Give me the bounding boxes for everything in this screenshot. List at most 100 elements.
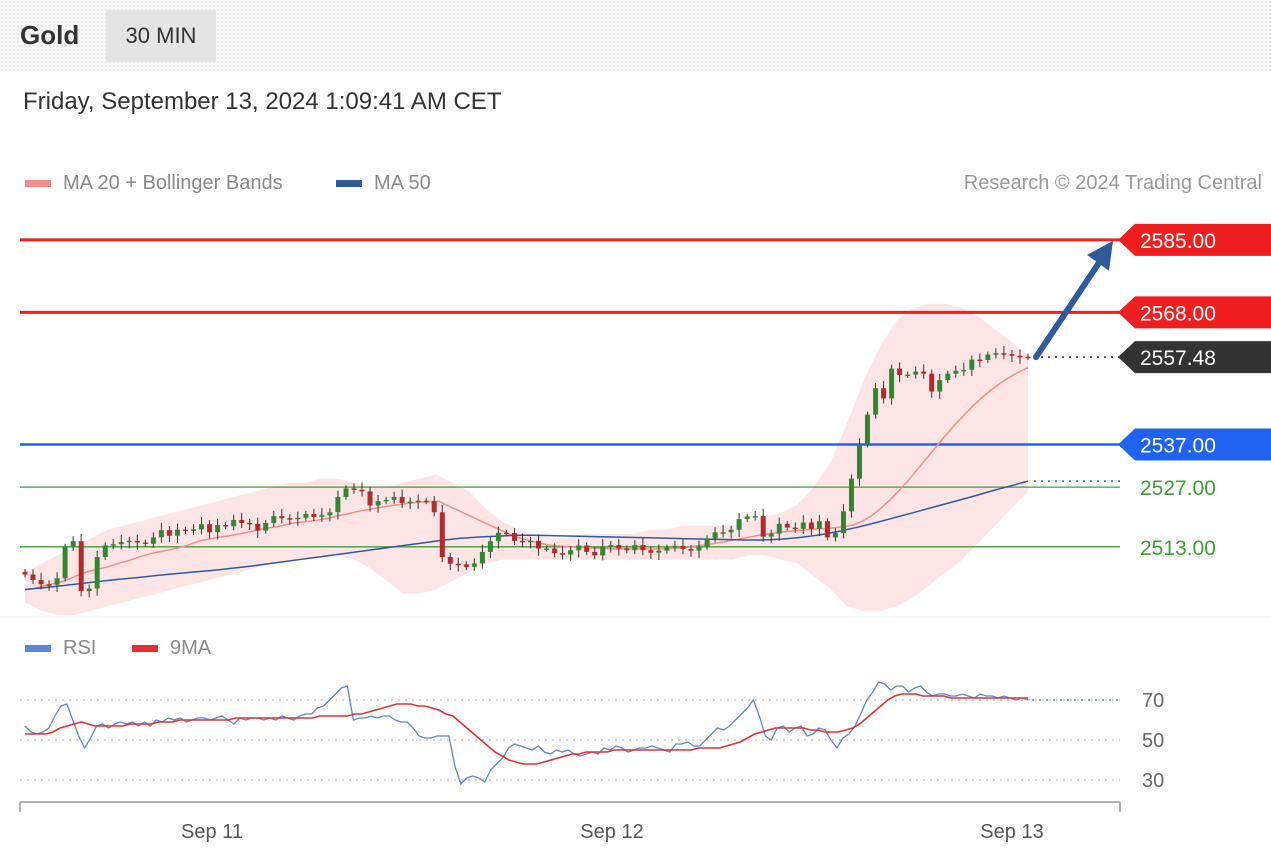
candle[interactable] xyxy=(142,542,148,545)
candle[interactable] xyxy=(343,488,349,497)
candle[interactable] xyxy=(985,354,991,361)
candle[interactable] xyxy=(568,550,574,555)
candle[interactable] xyxy=(808,522,814,529)
candle[interactable] xyxy=(158,530,164,538)
candle[interactable] xyxy=(776,523,782,534)
candle[interactable] xyxy=(600,546,606,556)
candle[interactable] xyxy=(1001,353,1007,355)
candle[interactable] xyxy=(704,538,710,547)
candle[interactable] xyxy=(672,545,678,548)
candle[interactable] xyxy=(528,540,533,543)
candle[interactable] xyxy=(824,521,830,538)
candle[interactable] xyxy=(207,524,213,533)
candle[interactable] xyxy=(736,519,742,530)
candle[interactable] xyxy=(231,519,237,527)
candle[interactable] xyxy=(303,514,309,518)
candle[interactable] xyxy=(648,550,654,553)
candle[interactable] xyxy=(961,369,967,372)
candle[interactable] xyxy=(608,545,614,547)
candle[interactable] xyxy=(616,545,622,549)
candle[interactable] xyxy=(199,524,204,530)
candle[interactable] xyxy=(977,359,983,362)
candle[interactable] xyxy=(897,368,903,375)
candle[interactable] xyxy=(664,547,670,551)
candle[interactable] xyxy=(383,499,389,502)
legend-9ma[interactable]: 9MA xyxy=(132,637,211,660)
candle[interactable] xyxy=(688,548,694,551)
candle[interactable] xyxy=(375,501,381,506)
candle[interactable] xyxy=(247,522,253,525)
candle[interactable] xyxy=(134,540,140,543)
candle[interactable] xyxy=(592,551,598,556)
candle[interactable] xyxy=(295,517,301,520)
candle[interactable] xyxy=(110,544,116,546)
candle[interactable] xyxy=(102,545,108,558)
candle[interactable] xyxy=(439,512,445,558)
candle[interactable] xyxy=(849,478,854,512)
candle[interactable] xyxy=(479,551,485,564)
candle[interactable] xyxy=(945,373,951,381)
legend-ma50[interactable]: MA 50 xyxy=(336,172,431,195)
candle[interactable] xyxy=(215,525,221,533)
candle[interactable] xyxy=(584,545,590,552)
candle[interactable] xyxy=(696,546,702,551)
candle[interactable] xyxy=(70,541,76,547)
candle[interactable] xyxy=(792,527,798,530)
candle[interactable] xyxy=(279,516,285,519)
candle[interactable] xyxy=(520,540,525,543)
candle[interactable] xyxy=(487,541,493,552)
candle[interactable] xyxy=(873,388,879,415)
candle[interactable] xyxy=(937,380,943,392)
candle[interactable] xyxy=(399,496,405,503)
candle[interactable] xyxy=(576,545,582,551)
candle[interactable] xyxy=(431,501,437,513)
candle[interactable] xyxy=(768,533,774,537)
candle[interactable] xyxy=(62,546,68,579)
candle[interactable] xyxy=(351,488,357,490)
candle[interactable] xyxy=(239,519,245,523)
candle[interactable] xyxy=(857,444,862,479)
candle[interactable] xyxy=(367,491,373,506)
candle[interactable] xyxy=(126,540,132,543)
candle[interactable] xyxy=(728,529,734,533)
candle[interactable] xyxy=(359,489,365,492)
candle[interactable] xyxy=(86,588,92,592)
candle[interactable] xyxy=(46,584,52,586)
candle[interactable] xyxy=(744,516,750,520)
candle[interactable] xyxy=(800,522,806,529)
candle[interactable] xyxy=(752,516,758,518)
candle[interactable] xyxy=(447,557,453,564)
candle[interactable] xyxy=(287,518,293,520)
candle[interactable] xyxy=(463,564,469,567)
candle[interactable] xyxy=(223,525,229,527)
candle[interactable] xyxy=(319,515,325,517)
candle[interactable] xyxy=(78,541,84,592)
candle[interactable] xyxy=(391,496,397,500)
candle[interactable] xyxy=(865,414,870,445)
candle[interactable] xyxy=(832,533,838,538)
candle[interactable] xyxy=(423,500,429,503)
candle[interactable] xyxy=(512,533,517,541)
candle[interactable] xyxy=(415,500,421,503)
candle[interactable] xyxy=(712,532,718,539)
candle[interactable] xyxy=(38,580,44,585)
candle[interactable] xyxy=(913,371,919,375)
candle[interactable] xyxy=(1017,355,1023,358)
candle[interactable] xyxy=(1009,354,1015,356)
candle[interactable] xyxy=(841,511,846,534)
candle[interactable] xyxy=(656,550,662,553)
candle[interactable] xyxy=(118,542,124,545)
candle[interactable] xyxy=(969,359,975,370)
candle[interactable] xyxy=(953,370,959,374)
candle[interactable] xyxy=(30,574,36,581)
candle[interactable] xyxy=(921,371,927,374)
candle[interactable] xyxy=(760,516,766,537)
candle[interactable] xyxy=(335,496,341,513)
candle[interactable] xyxy=(22,571,28,575)
candle[interactable] xyxy=(150,537,156,544)
candle[interactable] xyxy=(544,548,550,551)
candle[interactable] xyxy=(54,578,60,585)
candle[interactable] xyxy=(680,545,686,549)
candle[interactable] xyxy=(271,516,277,523)
